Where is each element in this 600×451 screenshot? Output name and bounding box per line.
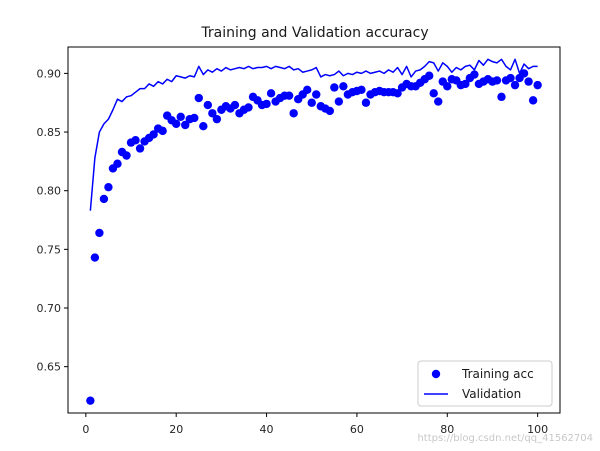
- x-tick-label: 0: [82, 423, 89, 436]
- training-acc-point: [289, 109, 298, 118]
- training-acc-point: [393, 89, 402, 98]
- training-acc-point: [113, 159, 122, 168]
- training-acc-point: [303, 85, 312, 95]
- training-acc-point: [262, 99, 271, 109]
- training-acc-point: [176, 112, 185, 122]
- training-acc-point: [230, 100, 240, 110]
- training-acc-point: [158, 126, 167, 136]
- training-acc-point: [325, 106, 335, 116]
- x-tick-label: 20: [169, 423, 183, 436]
- training-acc-point: [429, 89, 438, 98]
- training-acc-point: [334, 97, 344, 106]
- training-acc-point: [131, 136, 140, 145]
- training-acc-point: [307, 98, 316, 107]
- training-acc-point: [284, 91, 294, 100]
- training-acc-point: [122, 151, 131, 160]
- training-acc-point: [497, 92, 506, 102]
- training-acc-point: [199, 121, 208, 131]
- y-tick-label: 0.80: [37, 185, 62, 198]
- x-tick-label: 80: [440, 423, 454, 436]
- plot-area: 0 20 40 60 80 100 0.65 0.70 0.75 0.80 0.85 0.90 Trai…: [37, 46, 561, 436]
- training-acc-point: [470, 70, 479, 79]
- y-tick-label: 0.65: [37, 361, 62, 374]
- training-acc-point: [339, 82, 348, 91]
- chart-title: Training and Validation accuracy: [200, 25, 428, 41]
- training-acc-point: [357, 85, 366, 95]
- training-acc-point: [506, 73, 515, 83]
- axes-frame: [67, 46, 561, 414]
- training-acc-point: [203, 100, 213, 110]
- validation-series-line: [89, 58, 538, 211]
- legend-validation-label: Validation: [462, 387, 521, 401]
- training-acc-point: [425, 71, 434, 80]
- training-acc-point: [528, 96, 538, 105]
- training-acc-point: [461, 79, 470, 89]
- legend-training-label: Training acc: [461, 367, 534, 381]
- training-acc-point: [510, 80, 520, 90]
- training-acc-point: [244, 103, 253, 112]
- legend-training-marker: [431, 369, 441, 379]
- training-acc-point: [330, 83, 339, 92]
- training-acc-point: [266, 89, 276, 98]
- training-acc-point: [312, 90, 321, 99]
- training-acc-point: [104, 182, 113, 192]
- training-acc-point: [492, 76, 502, 85]
- y-tick-label: 0.85: [37, 126, 62, 139]
- training-acc-point: [519, 69, 529, 78]
- training-acc-point: [190, 113, 199, 123]
- x-tick-label: 100: [527, 423, 548, 436]
- training-acc-point: [95, 228, 104, 238]
- training-acc-point: [212, 114, 222, 124]
- training-acc-point: [194, 93, 203, 103]
- legend-box: [417, 360, 553, 407]
- training-acc-point: [172, 119, 181, 129]
- watermark-text: https://blog.csdn.net/qq_41562704: [417, 433, 593, 444]
- training-acc-point: [361, 98, 371, 107]
- training-acc-point: [149, 130, 158, 139]
- training-acc-point: [135, 144, 145, 153]
- training-acc-point: [533, 80, 542, 90]
- training-acc-point: [181, 120, 190, 130]
- training-acc-point: [524, 77, 533, 86]
- x-tick-label: 60: [350, 423, 364, 436]
- training-acc-point: [90, 253, 100, 262]
- training-acc-point: [434, 97, 443, 106]
- y-tick-label: 0.70: [37, 302, 62, 315]
- training-acc-point: [443, 82, 452, 91]
- training-acc-point: [99, 194, 109, 204]
- y-tick-label: 0.90: [37, 67, 62, 80]
- training-acc-point: [86, 396, 95, 405]
- y-tick-label: 0.75: [37, 243, 62, 256]
- x-tick-label: 40: [260, 423, 274, 436]
- training-acc-point: [208, 109, 217, 118]
